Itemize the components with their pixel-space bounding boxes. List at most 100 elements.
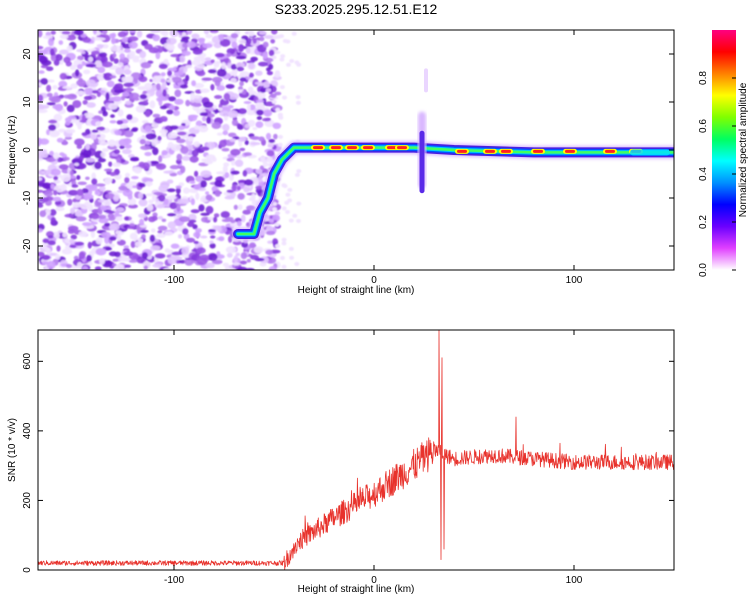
noise-blob (160, 30, 167, 36)
noise-blob (152, 147, 159, 156)
noise-blob (214, 79, 221, 87)
noise-blob (56, 137, 64, 143)
noise-blob (248, 72, 254, 78)
noise-blob (75, 69, 80, 77)
noise-blob (169, 202, 178, 210)
noise-blob (175, 56, 180, 62)
noise-blob (196, 247, 206, 254)
ridge-hotspot (501, 149, 511, 153)
noise-blob (196, 149, 205, 153)
noise-blob (238, 43, 245, 52)
noise-blob (186, 237, 196, 243)
noise-blob (224, 195, 235, 200)
noise-blob (178, 69, 184, 76)
noise-blob (102, 30, 108, 35)
noise-blob (250, 142, 261, 146)
noise-blob (193, 231, 201, 238)
noise-blob (102, 148, 109, 152)
noise-blob (131, 176, 139, 180)
noise-blob (198, 204, 205, 212)
noise-blob (194, 94, 201, 99)
noise-blob (55, 206, 65, 212)
noise-blob (202, 43, 213, 49)
noise-blob (59, 34, 69, 40)
noise-blob (246, 205, 256, 211)
noise-blob (167, 221, 177, 229)
noise-blob (259, 36, 265, 42)
noise-blob (214, 180, 223, 187)
noise-blob (143, 265, 148, 270)
noise-blob (94, 37, 106, 41)
noise-blob (281, 264, 287, 269)
noise-blob (70, 175, 76, 179)
noise-blob (148, 199, 154, 204)
noise-blob (47, 240, 56, 246)
y-tick-label: 0 (22, 147, 33, 153)
noise-blob (196, 63, 206, 69)
noise-blob (138, 86, 145, 91)
noise-blob (124, 216, 129, 221)
noise-blob (69, 244, 77, 248)
noise-blob (247, 86, 254, 93)
noise-blob (210, 235, 216, 239)
noise-blob (48, 119, 58, 124)
noise-blob (153, 191, 164, 196)
noise-blob (206, 113, 215, 118)
noise-blob (164, 231, 174, 236)
noise-blob (94, 266, 102, 270)
noise-blob (136, 226, 141, 234)
noise-blob (229, 138, 236, 143)
noise-blob (277, 142, 283, 147)
noise-blob (296, 169, 302, 174)
noise-blob (46, 261, 56, 269)
ridge-band (236, 146, 674, 236)
y-tick-label: 20 (22, 48, 33, 60)
noise-blob (193, 240, 199, 245)
noise-blob (239, 77, 247, 82)
noise-blob (117, 62, 124, 67)
noise-blob (123, 82, 134, 88)
noise-blob (185, 99, 191, 107)
noise-blob (237, 108, 247, 115)
noise-blob (132, 185, 138, 189)
noise-blob (43, 190, 54, 197)
noise-blob (279, 34, 284, 39)
noise-blob (161, 150, 168, 156)
noise-blob (171, 76, 182, 84)
noise-blob (46, 247, 51, 256)
noise-blob (281, 241, 287, 246)
noise-blob (220, 211, 230, 219)
noise-blob (76, 144, 83, 149)
noise-blob (263, 81, 270, 89)
noise-blob (163, 58, 169, 65)
noise-blob (80, 203, 90, 210)
noise-blob (46, 102, 56, 106)
noise-blob (158, 194, 166, 202)
noise-blob (58, 128, 66, 133)
noise-blob (88, 56, 94, 63)
noise-blob (76, 189, 84, 196)
noise-blob (38, 152, 45, 159)
noise-blob (208, 229, 216, 233)
noise-blob (85, 184, 97, 190)
noise-blob (50, 96, 61, 103)
noise-blob (258, 31, 267, 35)
noise-blob (144, 181, 153, 187)
frequency-ridge (231, 68, 674, 241)
noise-blob (65, 117, 72, 123)
noise-blob (121, 76, 127, 81)
noise-blob (158, 98, 163, 107)
noise-blob (264, 35, 275, 39)
noise-blob (214, 95, 223, 99)
noise-blob (268, 49, 275, 57)
noise-blob (216, 85, 226, 91)
noise-blob (53, 152, 60, 160)
noise-blob (270, 93, 277, 99)
noise-blob (144, 151, 152, 157)
noise-blob (76, 175, 81, 180)
noise-blob (157, 230, 163, 234)
noise-blob (214, 189, 221, 197)
noise-blob (132, 166, 142, 173)
noise-blob (288, 246, 294, 251)
noise-blob (116, 234, 122, 242)
